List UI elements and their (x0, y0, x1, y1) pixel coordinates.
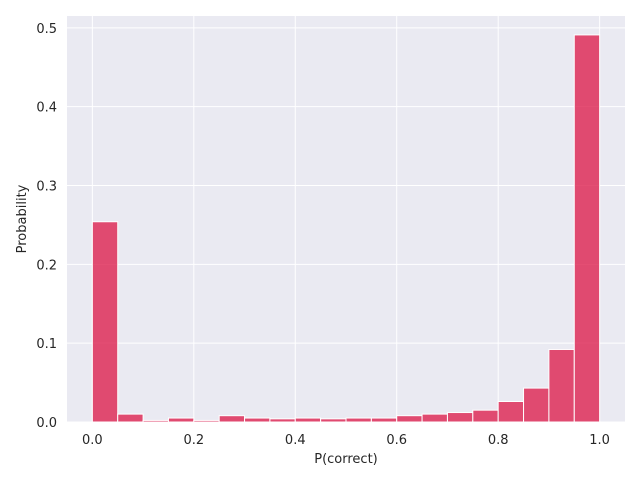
histogram-bar (91, 221, 119, 423)
histogram-bar (345, 417, 372, 423)
histogram-bar (294, 417, 322, 423)
histogram-bar (573, 34, 601, 423)
x-tick-label: 0.8 (488, 433, 509, 448)
histogram-bar (472, 409, 499, 423)
histogram-bar (446, 412, 474, 423)
y-tick-labels: 0.0 0.1 0.2 0.3 0.4 0.5 (36, 22, 57, 431)
y-tick-label: 0.0 (36, 416, 57, 431)
histogram-bar (142, 419, 169, 423)
histogram-bar (548, 348, 575, 423)
histogram-bar (117, 413, 144, 423)
x-tick-label: 0.4 (285, 433, 306, 448)
histogram-bars (91, 34, 601, 423)
histogram-bar (193, 419, 220, 423)
y-tick-label: 0.4 (36, 101, 57, 116)
x-tick-labels: 0.0 0.2 0.4 0.6 0.8 1.0 (82, 433, 610, 448)
x-tick-label: 1.0 (589, 433, 610, 448)
x-axis-label: P(correct) (314, 452, 378, 467)
histogram-bar (320, 418, 347, 423)
x-tick-label: 0.0 (82, 433, 103, 448)
x-tick-label: 0.2 (183, 433, 204, 448)
y-tick-label: 0.2 (36, 258, 57, 273)
x-tick-label: 0.6 (386, 433, 407, 448)
plot-area (67, 16, 625, 422)
y-tick-label: 0.5 (36, 22, 57, 37)
histogram-bar (396, 415, 423, 423)
histogram-bar (218, 415, 246, 423)
y-axis-label: Probability (15, 184, 30, 253)
histogram-bar (421, 413, 448, 423)
histogram-bar (523, 387, 550, 423)
histogram-bar (269, 418, 296, 423)
y-tick-label: 0.1 (36, 337, 57, 352)
histogram-bar (167, 417, 195, 423)
histogram-bar (244, 417, 271, 423)
y-tick-label: 0.3 (36, 179, 57, 194)
histogram-bar (370, 417, 398, 423)
histogram-bar (497, 401, 525, 423)
